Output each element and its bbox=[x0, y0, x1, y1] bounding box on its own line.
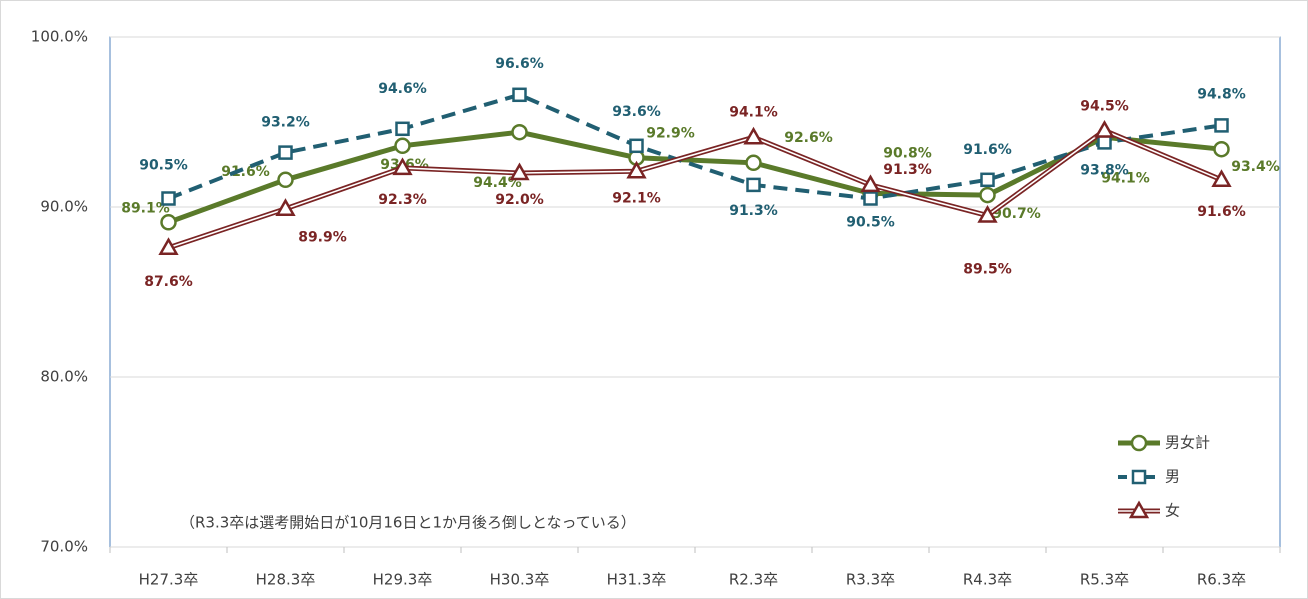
x-tick-label: H31.3卒 bbox=[607, 571, 667, 589]
value-label: 91.6% bbox=[221, 164, 270, 180]
data-point bbox=[161, 191, 176, 206]
y-tick-label: 100.0% bbox=[31, 28, 88, 46]
data-point bbox=[1097, 135, 1112, 150]
value-label: 96.6% bbox=[495, 56, 544, 72]
y-tick-label: 70.0% bbox=[40, 538, 88, 556]
annotation: （R3.3卒は選考開始日が10月16日と1か月後ろ倒しとなっている） bbox=[180, 514, 636, 532]
value-label: 92.3% bbox=[378, 192, 427, 208]
legend-marker bbox=[1131, 469, 1147, 485]
value-label: 91.3% bbox=[729, 203, 778, 219]
data-point bbox=[980, 172, 995, 188]
value-label: 89.1% bbox=[121, 200, 170, 216]
value-label: 94.1% bbox=[729, 104, 778, 120]
data-point bbox=[1211, 169, 1232, 188]
data-point bbox=[746, 177, 761, 193]
value-label: 90.5% bbox=[139, 158, 188, 174]
data-point bbox=[629, 138, 644, 154]
value-label: 89.9% bbox=[298, 230, 347, 246]
value-label: 90.8% bbox=[883, 145, 932, 161]
data-point bbox=[278, 145, 293, 160]
value-label: 92.0% bbox=[495, 192, 544, 208]
y-tick-label: 80.0% bbox=[40, 368, 88, 386]
value-label: 93.8% bbox=[1080, 162, 1129, 178]
value-label: 89.5% bbox=[963, 262, 1012, 278]
series-line bbox=[167, 92, 1222, 201]
x-tick-label: H30.3卒 bbox=[490, 571, 550, 589]
data-point bbox=[158, 237, 179, 256]
value-label: 92.1% bbox=[612, 190, 661, 206]
data-point bbox=[277, 171, 294, 189]
data-point bbox=[395, 121, 410, 137]
value-label: 94.4% bbox=[473, 175, 522, 191]
value-label: 91.3% bbox=[883, 162, 932, 178]
value-label: 90.5% bbox=[846, 215, 895, 231]
y-tick-label: 90.0% bbox=[40, 198, 88, 216]
data-point bbox=[392, 157, 413, 176]
data-point bbox=[512, 87, 527, 103]
data-point bbox=[509, 162, 530, 181]
data-point bbox=[160, 214, 177, 231]
legend-label: 男女計 bbox=[1165, 434, 1210, 452]
series-line-inner bbox=[168, 129, 1222, 249]
data-point bbox=[1213, 140, 1230, 158]
x-tick-label: H29.3卒 bbox=[373, 571, 433, 589]
value-label: 94.5% bbox=[1080, 99, 1129, 115]
data-point bbox=[1214, 118, 1229, 133]
x-tick-label: R5.3卒 bbox=[1080, 571, 1129, 589]
x-tick-label: R2.3卒 bbox=[729, 571, 778, 589]
data-point bbox=[863, 191, 878, 206]
data-point bbox=[745, 154, 762, 172]
value-label: 93.4% bbox=[1231, 159, 1280, 175]
value-label: 91.6% bbox=[1197, 204, 1246, 220]
value-label: 87.6% bbox=[144, 274, 193, 290]
x-tick-label: H27.3卒 bbox=[139, 571, 199, 589]
data-point bbox=[977, 204, 998, 223]
value-label: 93.2% bbox=[261, 115, 310, 131]
data-point bbox=[275, 198, 296, 216]
value-label: 92.9% bbox=[646, 126, 695, 142]
data-point bbox=[511, 123, 528, 141]
data-point bbox=[743, 126, 764, 145]
value-label: 90.7% bbox=[992, 206, 1041, 222]
value-label: 94.8% bbox=[1197, 86, 1246, 102]
data-point bbox=[860, 174, 881, 193]
x-tick-label: H28.3卒 bbox=[256, 571, 316, 589]
legend-label: 女 bbox=[1165, 502, 1180, 520]
value-label: 94.6% bbox=[378, 81, 427, 97]
legend-marker bbox=[1130, 434, 1148, 452]
legend-label: 男 bbox=[1165, 468, 1180, 486]
x-tick-label: R3.3卒 bbox=[846, 571, 895, 589]
data-point bbox=[626, 160, 647, 179]
data-point bbox=[979, 186, 996, 204]
data-point bbox=[394, 137, 411, 155]
value-label: 93.6% bbox=[612, 104, 661, 120]
value-label: 91.6% bbox=[963, 142, 1012, 158]
data-point bbox=[1094, 119, 1115, 138]
value-label: 92.6% bbox=[784, 130, 833, 146]
x-tick-label: R4.3卒 bbox=[963, 571, 1012, 589]
legend-marker bbox=[1128, 500, 1150, 519]
series-line bbox=[167, 129, 1222, 225]
x-tick-label: R6.3卒 bbox=[1197, 571, 1246, 589]
value-label: 94.1% bbox=[1101, 170, 1150, 186]
